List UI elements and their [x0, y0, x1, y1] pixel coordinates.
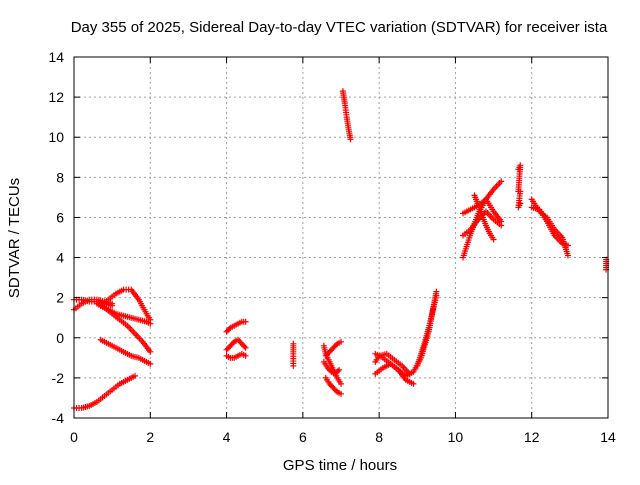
grid-lines	[74, 57, 608, 418]
data-point	[242, 344, 249, 351]
data-point	[347, 136, 354, 143]
data-point	[338, 390, 344, 397]
data-point	[327, 367, 334, 374]
y-tick-label: 2	[56, 290, 64, 306]
x-tick-label: 12	[524, 429, 540, 445]
x-tick-label: 0	[70, 429, 78, 445]
x-tick-label: 14	[600, 429, 616, 445]
data-point	[517, 200, 524, 207]
y-tick-label: 8	[56, 169, 64, 185]
data-point	[490, 236, 497, 243]
x-tick-label: 8	[375, 429, 383, 445]
data-point	[564, 252, 571, 259]
data-point	[229, 340, 236, 347]
y-tick-label: 14	[48, 49, 64, 65]
data-point	[241, 343, 248, 350]
y-tick-label: 12	[48, 89, 64, 105]
y-tick-label: 0	[56, 330, 64, 346]
data-point	[147, 320, 154, 327]
x-tick-label: 2	[146, 429, 154, 445]
y-tick-label: 6	[56, 209, 64, 225]
data-point	[132, 372, 139, 379]
data-point	[334, 368, 341, 375]
y-tick-label: 10	[48, 129, 64, 145]
data-point	[332, 342, 339, 349]
y-tick-label: -2	[52, 370, 65, 386]
data-point	[242, 352, 249, 359]
chart-title: Day 355 of 2025, Sidereal Day-to-day VTE…	[71, 19, 608, 36]
data-point	[410, 380, 417, 387]
plot-frame	[73, 56, 609, 419]
y-axis-label: SDTVAR / TECUs	[6, 178, 23, 298]
data-point	[338, 338, 344, 345]
data-point	[433, 292, 440, 299]
data-point	[498, 222, 505, 229]
x-ticks: 0 2 4 6 8 10 12 14	[70, 57, 616, 445]
y-tick-label: -4	[52, 410, 65, 426]
data-point	[332, 387, 339, 394]
data-point	[498, 178, 505, 185]
data-point	[564, 242, 571, 249]
data-point	[406, 370, 413, 377]
data-point	[147, 360, 154, 367]
data-points	[71, 88, 610, 411]
y-ticks: -4 -2 0 2 4 6 8 10 12 14	[48, 49, 608, 426]
x-tick-label: 4	[223, 429, 231, 445]
data-point	[336, 366, 343, 373]
x-tick-label: 6	[299, 429, 307, 445]
y-tick-label: 4	[56, 250, 64, 266]
data-point	[109, 302, 116, 309]
data-point	[242, 318, 249, 325]
data-point	[290, 362, 297, 369]
x-tick-label: 10	[448, 429, 464, 445]
data-point	[147, 348, 154, 355]
data-point	[338, 380, 344, 387]
x-axis-label: GPS time / hours	[283, 457, 397, 474]
data-point	[226, 326, 233, 333]
